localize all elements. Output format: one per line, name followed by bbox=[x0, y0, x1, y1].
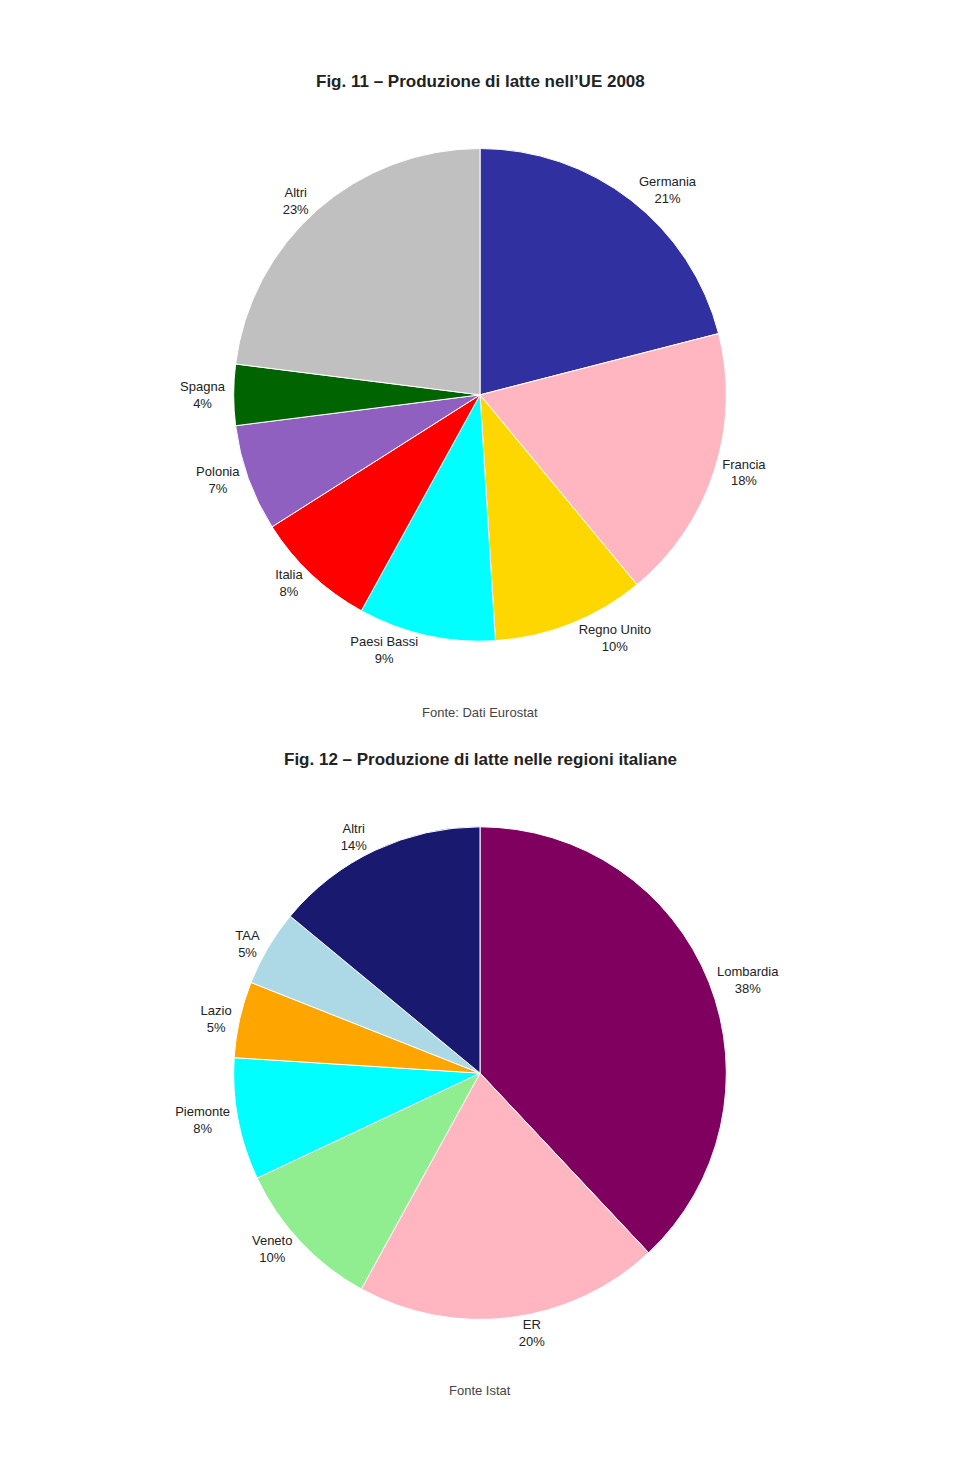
svg-text:Regno Unito10%: Regno Unito10% bbox=[579, 622, 651, 654]
svg-text:Paesi Bassi9%: Paesi Bassi9% bbox=[350, 634, 418, 666]
svg-text:Lombardia38%: Lombardia38% bbox=[717, 964, 779, 996]
svg-text:Fonte Istat: Fonte Istat bbox=[449, 1383, 511, 1398]
svg-text:Germania21%: Germania21% bbox=[639, 174, 697, 206]
svg-text:Altri23%: Altri23% bbox=[283, 185, 309, 217]
svg-text:Fig. 12 – Produzione di latte: Fig. 12 – Produzione di latte nelle regi… bbox=[284, 750, 677, 769]
svg-text:Altri14%: Altri14% bbox=[341, 821, 367, 853]
svg-text:Polonia7%: Polonia7% bbox=[196, 464, 240, 496]
svg-text:Spagna4%: Spagna4% bbox=[180, 379, 226, 411]
svg-text:Fonte: Dati Eurostat: Fonte: Dati Eurostat bbox=[422, 705, 538, 720]
svg-text:Fig. 11 – Produzione di latte: Fig. 11 – Produzione di latte nell’UE 20… bbox=[316, 72, 645, 91]
svg-text:ER20%: ER20% bbox=[519, 1317, 545, 1349]
svg-text:Piemonte8%: Piemonte8% bbox=[175, 1104, 230, 1136]
svg-text:Veneto10%: Veneto10% bbox=[252, 1233, 293, 1265]
svg-text:Francia18%: Francia18% bbox=[722, 457, 766, 489]
svg-text:TAA5%: TAA5% bbox=[235, 928, 260, 960]
svg-text:Lazio5%: Lazio5% bbox=[201, 1003, 232, 1035]
svg-text:Italia8%: Italia8% bbox=[275, 567, 303, 599]
